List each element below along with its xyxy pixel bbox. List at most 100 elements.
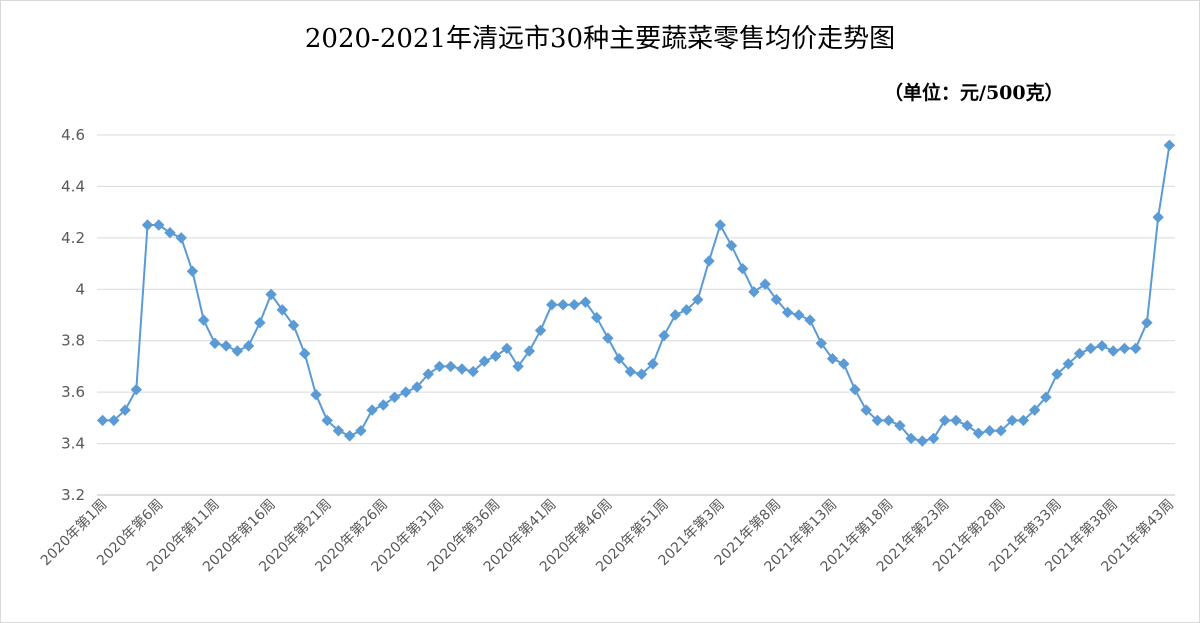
data-point <box>501 342 513 355</box>
unit-note: （单位：元/500克） <box>884 82 1064 104</box>
data-point <box>1017 414 1030 427</box>
data-point <box>804 314 816 326</box>
chart-title: 2020-2021年清远市30种主要蔬菜零售均价走势图 <box>304 24 896 54</box>
data-point <box>894 419 906 432</box>
data-point <box>108 414 120 427</box>
data-point <box>388 391 401 403</box>
data-point <box>175 232 187 244</box>
x-axis: 2020年第1周2020年第6周2020年第11周2020年第16周2020年第… <box>37 494 1177 575</box>
data-point <box>882 414 895 427</box>
data-point <box>433 360 446 373</box>
data-point <box>939 414 951 427</box>
data-point <box>703 255 715 267</box>
data-point <box>343 430 356 442</box>
data-point <box>826 353 839 365</box>
data-point <box>299 347 311 360</box>
data-point <box>680 304 693 316</box>
data-point <box>130 383 143 396</box>
data-point <box>355 425 367 437</box>
y-tick-label: 3.6 <box>61 383 85 401</box>
data-point <box>1085 342 1097 355</box>
data-point <box>254 317 266 329</box>
data-point <box>1118 342 1131 355</box>
data-point <box>984 425 996 437</box>
data-point <box>793 309 805 321</box>
data-point <box>209 337 221 349</box>
data-point <box>265 288 277 301</box>
data-point <box>950 414 962 427</box>
data-point <box>445 360 457 373</box>
data-point <box>231 345 244 357</box>
y-axis: 3.2 3.4 3.6 3.8 4 4.2 4.4 4.6 <box>61 126 85 504</box>
data-point <box>1062 358 1075 370</box>
data-point <box>748 286 760 298</box>
data-point <box>242 340 255 352</box>
data-point <box>770 293 783 306</box>
data-point <box>624 365 637 378</box>
data-point <box>815 337 827 349</box>
data-point <box>568 299 580 311</box>
data-point <box>1129 342 1142 355</box>
data-point <box>321 414 333 427</box>
data-point <box>400 386 412 398</box>
data-point <box>838 358 850 370</box>
data-point <box>96 414 109 427</box>
data-point <box>119 404 131 416</box>
y-tick-label: 3.2 <box>61 486 85 504</box>
data-point <box>478 355 491 367</box>
data-point <box>366 404 378 416</box>
data-point <box>411 381 423 393</box>
data-point <box>860 404 872 416</box>
series-line <box>102 145 1171 442</box>
data-point <box>523 345 536 357</box>
data-point <box>153 219 165 231</box>
data-point <box>141 219 154 231</box>
data-point <box>1096 340 1108 352</box>
data-point <box>164 227 176 239</box>
data-point <box>220 340 232 352</box>
y-tick-label: 4 <box>75 280 85 298</box>
data-point <box>1040 391 1052 403</box>
data-point <box>635 368 648 380</box>
data-point <box>736 263 749 275</box>
data-point <box>849 383 861 396</box>
y-tick-label: 4.6 <box>61 126 85 144</box>
data-point <box>287 319 300 331</box>
data-point <box>658 329 670 342</box>
data-point <box>467 365 479 378</box>
data-point <box>781 306 794 319</box>
data-point <box>692 293 704 306</box>
data-point <box>995 425 1007 437</box>
data-point <box>579 296 592 308</box>
data-point <box>557 299 569 311</box>
data-point <box>669 309 682 321</box>
data-point <box>276 304 288 316</box>
data-point <box>377 399 390 411</box>
data-point <box>759 278 771 290</box>
y-tick-label: 4.4 <box>61 177 85 195</box>
data-point <box>546 299 558 311</box>
data-point <box>1028 404 1041 416</box>
data-point <box>456 363 468 375</box>
gridlines <box>97 134 1175 496</box>
data-point <box>197 314 210 326</box>
data-point <box>332 425 345 437</box>
y-tick-label: 4.2 <box>61 229 85 247</box>
data-point <box>1073 347 1086 360</box>
data-point <box>1051 368 1063 380</box>
data-point <box>1006 414 1018 427</box>
y-tick-label: 3.4 <box>61 435 85 453</box>
y-tick-label: 3.8 <box>61 332 85 350</box>
data-point <box>916 435 929 447</box>
data-point <box>590 311 603 324</box>
data-point <box>961 419 973 432</box>
series-price <box>96 139 1176 447</box>
data-point <box>1152 211 1164 223</box>
data-point <box>647 358 659 370</box>
data-point <box>422 368 434 380</box>
data-point <box>714 219 726 231</box>
data-point <box>310 389 322 401</box>
data-point <box>871 414 884 427</box>
